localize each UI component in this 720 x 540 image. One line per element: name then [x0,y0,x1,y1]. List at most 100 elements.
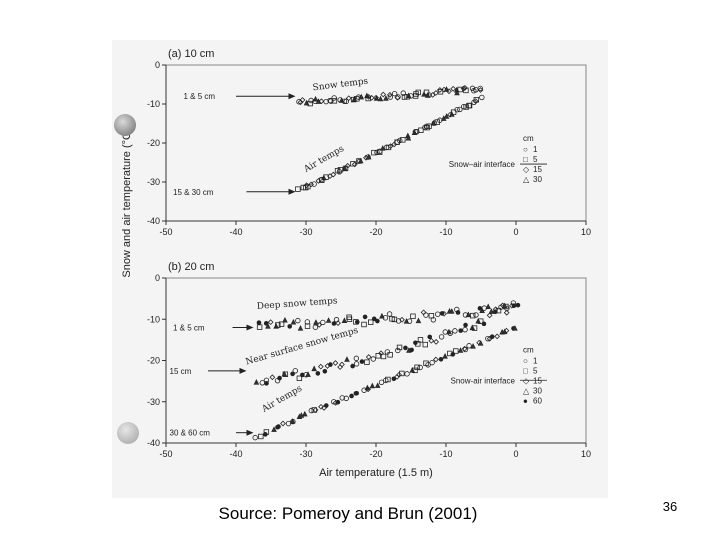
chart-figure: -50 -40 -30 -20 -10 0 100-10-20-30-40(a) 10 cm… [121,48,591,479]
y-tick-label: -40 [147,216,160,226]
data-point [320,319,326,326]
data-point [387,94,394,100]
data-point [489,334,495,340]
data-point [441,310,447,317]
y-tick-label: -20 [147,356,160,366]
data-point [258,433,264,440]
data-point [418,127,424,133]
data-point [386,311,393,317]
data-point [353,355,360,362]
arrow-bottom-head [288,188,296,195]
data-point [311,365,317,372]
data-point [295,317,301,324]
data-point [357,157,364,164]
data-point [515,302,521,308]
data-point [412,129,419,135]
annotation-label: 30 & 60 cm [170,429,211,438]
data-point [290,318,297,325]
data-point [414,364,420,371]
data-point [485,335,491,342]
data-point [462,326,468,333]
legend-label: 15 [533,376,542,385]
y-tick-label: -40 [147,438,160,448]
data-point [277,375,282,381]
data-point [422,341,428,348]
data-point [397,137,403,144]
x-tick-label: 0 [513,227,518,237]
data-point [452,328,458,334]
data-point [433,90,439,96]
data-point [409,367,416,373]
data-point [256,324,263,330]
data-point [368,319,374,325]
data-point [455,310,461,315]
series-annotation: Near surface snow temps [245,326,360,368]
data-point [501,302,508,309]
data-point [409,347,414,353]
data-point [361,321,367,328]
data-point [473,97,480,103]
data-point [275,322,281,328]
data-point [424,124,430,131]
series-group-0 [295,85,485,192]
data-point [377,95,384,102]
data-point [344,356,350,362]
data-point [313,319,319,325]
data-point [387,352,393,358]
data-point [343,98,349,105]
data-point [387,143,394,150]
legend-symbol: △ [523,175,530,184]
legend-label: 15 [533,165,542,174]
data-point [343,395,349,402]
x-tick-label: -50 [159,449,172,459]
data-point [396,371,402,378]
data-point [282,371,289,377]
legend-unit: cm [523,134,534,143]
y-tick-label: 0 [155,273,160,283]
data-point [380,91,387,98]
data-point [323,403,329,408]
data-point [338,97,345,103]
legend-label: 60 [533,396,542,405]
data-point [311,407,318,413]
data-point [308,181,315,188]
data-point [447,330,453,336]
data-point [335,320,341,326]
data-point [297,325,304,331]
data-point [486,312,493,319]
data-point [370,356,377,362]
data-point [371,149,377,156]
scanned-figure: -50 -40 -30 -20 -10 0 10 0 -10 -20 -30 -40 (a) 10 cm… [112,40,608,498]
data-point [271,426,277,432]
data-point [312,407,319,413]
data-point [470,343,476,349]
data-point [435,311,441,317]
data-point [350,161,356,167]
data-point [376,149,383,155]
data-point [417,337,424,343]
data-point [359,359,365,364]
x-tick-label: -10 [439,227,452,237]
data-point [454,89,460,96]
y-axis-label: Snow and air temperature (°C) [121,128,133,277]
data-point [450,109,457,115]
data-point [477,340,484,346]
binder-hole-top [114,114,136,136]
data-point [311,181,317,187]
data-point [463,104,469,110]
data-point [358,93,365,100]
data-point [415,89,421,96]
data-point [341,98,348,104]
series-annotation: Air temps [260,384,305,416]
data-point [465,311,472,318]
data-point [410,313,416,319]
data-point [263,377,270,383]
data-point [328,98,334,104]
data-point [485,303,491,310]
data-point [305,183,311,190]
data-point [365,354,372,360]
y-tick-label: -10 [147,99,160,109]
data-point [296,99,302,105]
data-point [430,317,437,323]
data-point [463,87,469,94]
